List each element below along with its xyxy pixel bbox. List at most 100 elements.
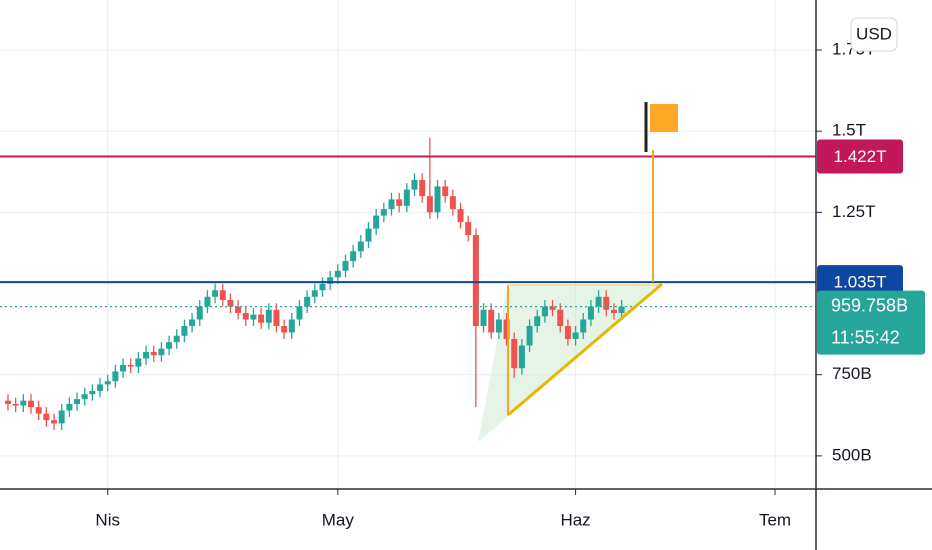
candle-body xyxy=(219,290,226,301)
candle-body xyxy=(35,407,42,414)
candle-body xyxy=(610,309,617,314)
candle-body xyxy=(503,319,510,339)
currency-box[interactable] xyxy=(850,17,898,52)
candle-body xyxy=(564,326,571,339)
candle-body xyxy=(618,306,625,314)
candle-body xyxy=(273,309,280,326)
candle-body xyxy=(511,338,518,369)
candle-body xyxy=(281,326,288,333)
candle-body xyxy=(158,348,165,356)
candle-body xyxy=(97,384,104,391)
candle-body xyxy=(411,179,418,190)
flag xyxy=(650,104,678,132)
candle-body xyxy=(288,319,295,333)
x-tick-label: Haz xyxy=(560,510,590,529)
candle-body xyxy=(189,319,196,326)
candle-body xyxy=(196,306,203,320)
candle-body xyxy=(51,420,58,424)
candle-body xyxy=(419,179,426,197)
candle-body xyxy=(480,309,487,326)
price-tag-label: 1.422T xyxy=(834,147,887,166)
price-tag xyxy=(817,139,903,174)
candle-body xyxy=(127,364,134,367)
candle-body xyxy=(212,290,219,297)
candle-body xyxy=(227,300,234,307)
candle-body xyxy=(12,403,19,406)
candle-body xyxy=(534,316,541,326)
y-tick-label: 1.25T xyxy=(832,202,875,221)
candle-body xyxy=(28,400,35,408)
countdown: 11:55:42 xyxy=(831,327,900,347)
last-price-label: 959.758B xyxy=(831,295,908,315)
candle-body xyxy=(5,400,11,404)
candle-body xyxy=(135,358,142,367)
candle-body xyxy=(173,335,180,343)
candle-body xyxy=(549,306,556,310)
candle-body xyxy=(204,296,211,307)
candle-body xyxy=(250,314,257,320)
candle-body xyxy=(235,306,242,314)
candle-body xyxy=(296,306,303,320)
candle-body xyxy=(572,332,579,339)
candle-body xyxy=(327,277,334,284)
candle-body xyxy=(396,199,403,206)
y-tick-label: 1.5T xyxy=(832,121,866,140)
price-tag-label: 1.035T xyxy=(834,273,887,292)
candle-body xyxy=(319,283,326,291)
candle-body xyxy=(112,371,119,382)
last-price-tag xyxy=(817,290,925,355)
candle-body xyxy=(342,261,349,271)
candle-body xyxy=(258,314,265,323)
candle-body xyxy=(403,189,410,206)
candle-body xyxy=(89,390,96,395)
candle-body xyxy=(166,342,173,349)
candle-body xyxy=(472,235,479,326)
candle-body xyxy=(334,270,341,278)
candle-body xyxy=(388,199,395,210)
candle-body xyxy=(265,309,272,323)
candle-body xyxy=(518,345,525,369)
candle-body xyxy=(242,313,249,320)
candle-body xyxy=(365,228,372,242)
candle-body xyxy=(488,309,495,333)
candle-body xyxy=(66,403,73,411)
candle-body xyxy=(380,209,387,216)
candle-body xyxy=(150,351,157,356)
candle-body xyxy=(58,410,65,424)
candle-body xyxy=(357,241,364,252)
candle-body xyxy=(20,400,27,406)
candle-body xyxy=(442,186,449,197)
currency: USD xyxy=(856,24,892,43)
candle-body xyxy=(311,290,318,297)
candle-body xyxy=(449,196,456,210)
candle-body xyxy=(541,306,548,317)
candle-body xyxy=(434,186,441,213)
y-tick-label: 750B xyxy=(832,364,872,383)
candle-body xyxy=(426,196,433,213)
candle-body xyxy=(465,222,472,236)
candle-body xyxy=(587,306,594,320)
pattern-line xyxy=(507,282,663,417)
candle-body xyxy=(181,326,188,336)
candle-body xyxy=(304,296,311,307)
candle-body xyxy=(603,296,610,310)
y-tick-label: 500B xyxy=(832,445,872,464)
grid xyxy=(0,0,816,489)
candle-body xyxy=(495,319,502,333)
candle-body xyxy=(457,209,464,223)
x-tick-label: Tem xyxy=(759,510,791,529)
candle-body xyxy=(143,351,150,359)
x-tick-label: Nis xyxy=(95,510,120,529)
candle-body xyxy=(557,309,564,326)
candle-body xyxy=(43,413,50,421)
candle-body xyxy=(595,296,602,307)
candle-body xyxy=(120,364,127,372)
candle-body xyxy=(81,394,88,400)
candle-body xyxy=(526,326,533,346)
x-tick-label: May xyxy=(322,510,355,529)
candle-body xyxy=(74,399,81,404)
candle-body xyxy=(580,319,587,333)
